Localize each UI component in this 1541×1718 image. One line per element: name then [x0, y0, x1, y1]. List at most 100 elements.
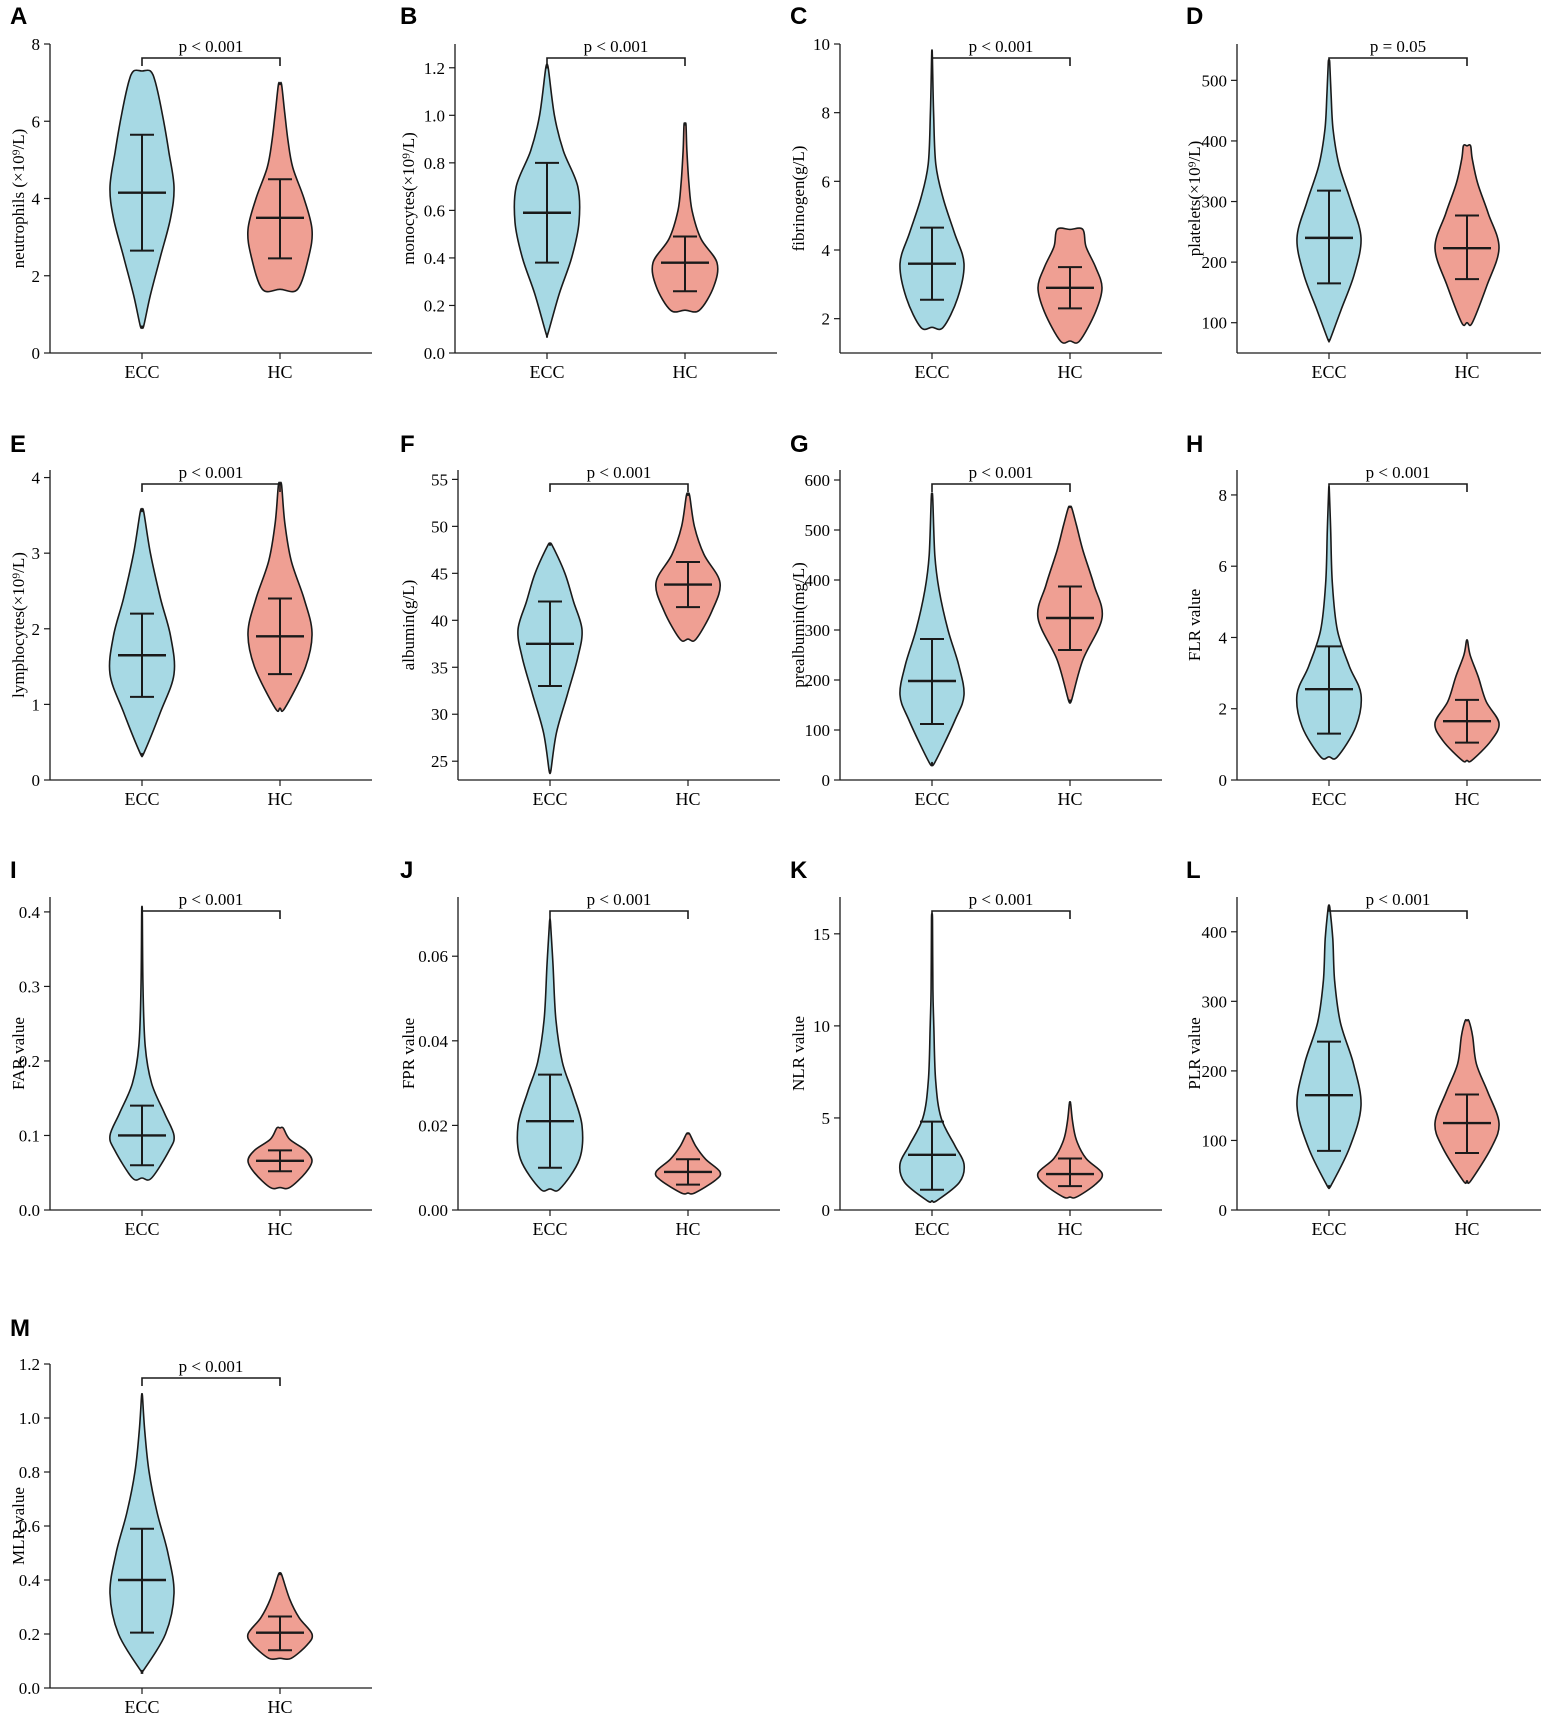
panel-label: A — [10, 3, 27, 30]
p-value-label: p < 0.001 — [969, 890, 1034, 909]
panel-label: K — [790, 857, 808, 884]
y-tick-label: 30 — [431, 705, 448, 724]
significance-bracket — [1328, 907, 1468, 919]
y-axis-label: FLR value — [1185, 589, 1204, 661]
y-tick-label: 2 — [1219, 700, 1228, 719]
x-category-label: HC — [1454, 362, 1479, 382]
x-category-label: ECC — [1311, 789, 1346, 809]
y-tick-label: 400 — [1202, 923, 1228, 942]
y-tick-label: 0.8 — [19, 1463, 40, 1482]
y-axis-label: fibrinogen(g/L) — [789, 146, 808, 252]
panel-L: L 0 100 200 300 400 PLR value ECC HC p < 0.001 — [1185, 857, 1541, 1239]
x-category-label: ECC — [532, 1219, 567, 1239]
x-category-label: HC — [672, 362, 697, 382]
y-tick-label: 400 — [805, 571, 831, 590]
panel-K: K 0 5 10 15 NLR value ECC HC p < 0.001 — [789, 857, 1162, 1239]
y-tick-label: 0 — [1219, 771, 1228, 790]
panel-F: F 25 30 35 40 45 50 55 albumin(g/L) ECC HC p < 0.00… — [399, 431, 780, 809]
x-category-label: ECC — [124, 1219, 159, 1239]
x-category-label: HC — [675, 789, 700, 809]
y-tick-label: 0 — [822, 1201, 831, 1220]
significance-bracket — [931, 54, 1071, 66]
x-category-label: ECC — [914, 1219, 949, 1239]
p-value-label: p < 0.001 — [179, 37, 244, 56]
panel-label: G — [790, 431, 809, 458]
y-axis-label: PLR value — [1185, 1017, 1204, 1089]
p-value-label: p < 0.001 — [587, 890, 652, 909]
x-category-label: HC — [267, 1697, 292, 1717]
y-tick-label: 400 — [1202, 132, 1228, 151]
y-tick-label: 1.2 — [424, 59, 445, 78]
significance-bracket — [549, 910, 689, 919]
significance-bracket — [1328, 57, 1468, 66]
y-axis-label: NLR value — [789, 1016, 808, 1091]
panel-D: D 100 200 300 400 500 platelets(×10⁹/L) ECC HC p … — [1185, 3, 1541, 382]
x-category-label: HC — [1057, 1219, 1082, 1239]
x-category-label: ECC — [1311, 362, 1346, 382]
y-tick-label: 200 — [805, 671, 831, 690]
y-tick-label: 8 — [822, 104, 831, 123]
x-category-label: ECC — [532, 789, 567, 809]
y-tick-label: 0.3 — [19, 977, 40, 996]
y-tick-label: 4 — [1219, 628, 1228, 647]
panel-label: I — [10, 857, 17, 884]
y-tick-label: 300 — [1202, 193, 1228, 212]
x-category-label: HC — [675, 1219, 700, 1239]
x-category-label: ECC — [124, 362, 159, 382]
y-tick-label: 35 — [431, 658, 448, 677]
p-value-label: p < 0.001 — [584, 37, 649, 56]
p-value-label: p < 0.001 — [1366, 890, 1431, 909]
panel-label: L — [1186, 857, 1201, 884]
panel-B: B 0.0 0.2 0.4 0.6 0.8 1.0 1.2 monocytes(×10⁹/L) E… — [399, 3, 777, 382]
y-tick-label: 0.4 — [19, 1571, 41, 1590]
y-tick-label: 1.2 — [19, 1355, 40, 1374]
panel-label: J — [400, 857, 413, 884]
p-value-label: p < 0.001 — [969, 37, 1034, 56]
y-tick-label: 0.4 — [424, 249, 446, 268]
violin-ecc — [898, 913, 966, 1203]
y-axis-label: lymphocytes(×10⁹/L) — [9, 552, 28, 698]
p-value-label: p = 0.05 — [1370, 37, 1426, 56]
y-tick-label: 2 — [822, 310, 831, 329]
y-tick-label: 55 — [431, 470, 448, 489]
y-tick-label: 0.4 — [19, 903, 41, 922]
y-tick-label: 8 — [1219, 486, 1228, 505]
x-category-label: HC — [1057, 789, 1082, 809]
panel-J: J 0.00 0.02 0.04 0.06 FPR value ECC HC p < 0.001 — [399, 857, 780, 1239]
x-category-label: HC — [1454, 1219, 1479, 1239]
y-tick-label: 15 — [813, 925, 830, 944]
y-tick-label: 50 — [431, 517, 448, 536]
y-tick-label: 0.0 — [19, 1201, 40, 1220]
y-tick-label: 45 — [431, 564, 448, 583]
y-tick-label: 200 — [1202, 1062, 1228, 1081]
y-tick-label: 40 — [431, 611, 448, 630]
y-tick-label: 100 — [805, 721, 831, 740]
significance-bracket — [141, 1377, 281, 1386]
violin-ecc — [516, 918, 584, 1192]
x-category-label: HC — [1454, 789, 1479, 809]
significance-bracket — [931, 910, 1071, 919]
violin-hc — [247, 481, 313, 713]
significance-bracket — [141, 910, 281, 919]
y-tick-label: 0.06 — [418, 947, 448, 966]
significance-bracket — [546, 57, 686, 66]
y-tick-label: 1.0 — [19, 1409, 40, 1428]
y-tick-label: 100 — [1202, 314, 1228, 333]
y-tick-label: 2 — [32, 267, 41, 286]
panel-H: H 0 2 4 6 8 FLR value ECC HC p < 0.001 — [1185, 431, 1541, 809]
panel-label: E — [10, 431, 26, 458]
x-category-label: ECC — [124, 1697, 159, 1717]
significance-bracket — [931, 483, 1071, 492]
violin-ecc — [1295, 485, 1363, 760]
y-axis-label: monocytes(×10⁹/L) — [399, 132, 418, 265]
y-tick-label: 0.02 — [418, 1116, 448, 1135]
y-tick-label: 8 — [32, 35, 41, 54]
y-axis-label: neutrophils (×10⁹/L) — [9, 129, 28, 269]
y-tick-label: 0.6 — [424, 201, 445, 220]
p-value-label: p < 0.001 — [179, 463, 244, 482]
significance-bracket — [1328, 483, 1468, 492]
violin-ecc — [899, 492, 965, 767]
x-category-label: HC — [267, 789, 292, 809]
y-tick-label: 0.1 — [19, 1126, 40, 1145]
x-category-label: ECC — [1311, 1219, 1346, 1239]
